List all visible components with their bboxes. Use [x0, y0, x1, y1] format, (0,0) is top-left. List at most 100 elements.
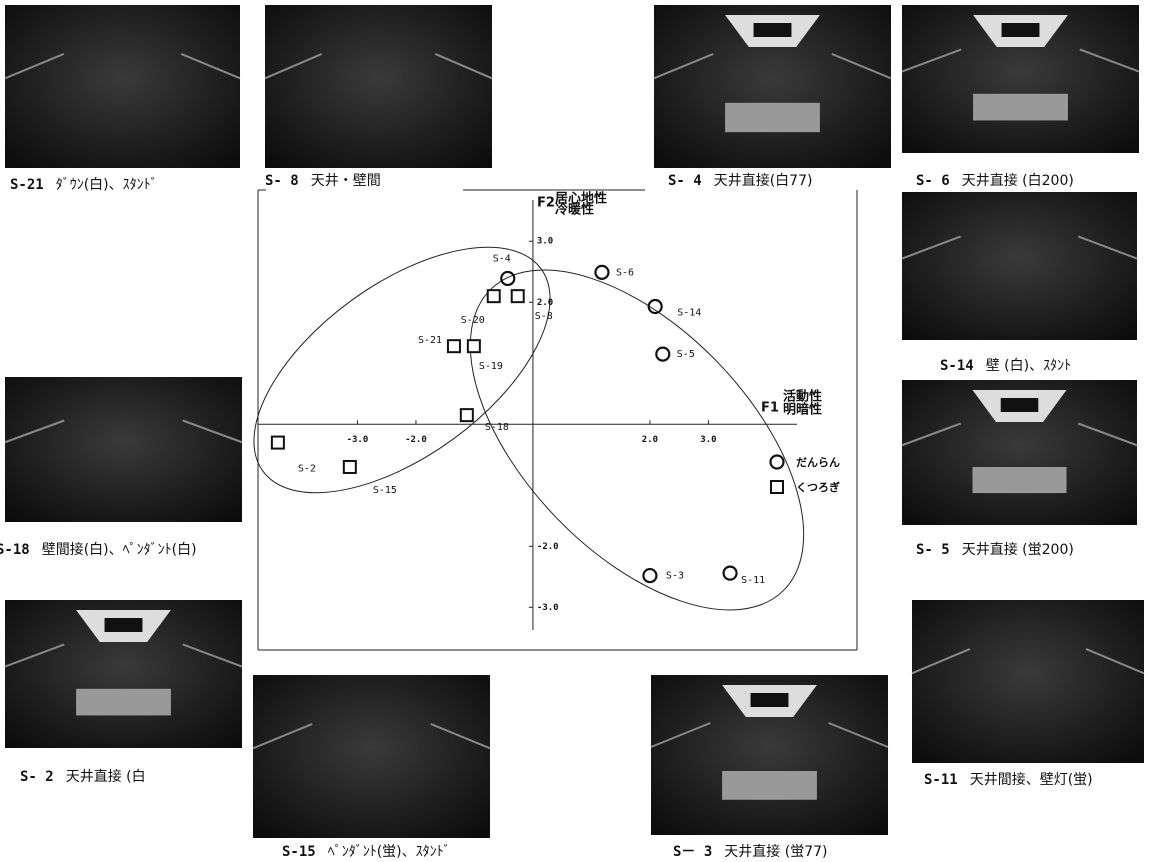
- point-label: S-18: [485, 422, 509, 433]
- point-label: S-5: [677, 349, 695, 360]
- photo-id: S- 5: [916, 542, 950, 558]
- photo-text: 天井直接 (白200): [962, 172, 1074, 189]
- photo-caption: S-15 ﾍﾟﾝﾀﾞﾝﾄ(蛍)、ｽﾀﾝﾄﾞ: [282, 844, 451, 860]
- photo-image: [253, 675, 490, 838]
- photo-caption: S- 8 天井・壁間: [265, 173, 381, 189]
- photo: S- 8 天井・壁間: [265, 5, 492, 189]
- x-tick-label: 3.0: [700, 435, 716, 445]
- photo-caption: S-18 壁間接(白)、ﾍﾟﾝﾀﾞﾝﾄ(白): [0, 541, 197, 558]
- photo-id: S- 8: [265, 173, 299, 189]
- sofa: [973, 467, 1067, 493]
- photo-image: [5, 377, 242, 522]
- photo: S- 6 天井直接 (白200): [902, 5, 1139, 189]
- photo-id: S-11: [924, 772, 958, 788]
- photo-text: 天井直接 (蛍200): [962, 541, 1074, 558]
- ceiling-hole: [1001, 398, 1039, 412]
- photo-text: 天井間接、壁灯(蛍): [970, 771, 1093, 788]
- ceiling-hole: [1002, 23, 1040, 37]
- photo-image: [912, 600, 1144, 763]
- photo-caption: S- 6 天井直接 (白200): [916, 172, 1074, 189]
- point-label: S-2: [298, 464, 316, 475]
- sofa: [76, 689, 171, 716]
- figure: S-21ﾀﾞｳﾝ(白)、ｽﾀﾝﾄﾞS- 8天井・壁間S- 4天井直接(白77)S…: [0, 0, 1157, 862]
- photo: S－ 3 天井直接 (蛍77): [651, 675, 888, 860]
- y-tick-label: 2.0: [537, 298, 553, 308]
- point: [724, 567, 737, 580]
- point: [512, 290, 524, 302]
- point-label: S-20: [461, 315, 485, 326]
- photo-image: [902, 192, 1137, 340]
- point-label: S-8: [535, 311, 553, 322]
- ceiling-hole: [105, 618, 143, 632]
- photo-text: ﾍﾟﾝﾀﾞﾝﾄ(蛍)、ｽﾀﾝﾄﾞ: [328, 844, 451, 860]
- point: [643, 569, 656, 582]
- point: [272, 437, 284, 449]
- photo: S-21 ﾀﾞｳﾝ(白)、ｽﾀﾝﾄﾞ: [5, 5, 240, 193]
- photo-text: 天井・壁間: [311, 173, 381, 189]
- point-label: S-14: [677, 308, 701, 319]
- photo-text: 天井直接 (蛍77): [724, 843, 827, 860]
- ceiling-hole: [751, 693, 789, 707]
- x-tick-label: -3.0: [347, 435, 369, 445]
- photo-id: S-15: [282, 844, 316, 860]
- photo-caption: S-14 壁 (白)、ｽﾀﾝﾄ: [940, 358, 1071, 374]
- photo-id: S-14: [940, 358, 974, 374]
- point: [656, 348, 669, 361]
- y-tick-label: 3.0: [537, 237, 553, 247]
- plot-frame: [258, 190, 857, 650]
- x-tick-label: 2.0: [642, 435, 658, 445]
- photo-caption: S－ 3 天井直接 (蛍77): [673, 843, 828, 860]
- point: [344, 461, 356, 473]
- photo-id: S-21: [10, 177, 44, 193]
- point-label: S-19: [479, 361, 503, 372]
- photo: S- 5 天井直接 (蛍200): [902, 380, 1137, 558]
- legend-label: だんらん: [796, 456, 840, 469]
- y-axis-sublabel: 冷暖性: [555, 202, 594, 218]
- x-axis-sublabel: 明暗性: [783, 402, 822, 418]
- photo: S-14 壁 (白)、ｽﾀﾝﾄ: [902, 192, 1137, 374]
- photo-text: 壁間接(白)、ﾍﾟﾝﾀﾞﾝﾄ(白): [42, 541, 197, 558]
- point: [448, 340, 460, 352]
- point-label: S-21: [418, 335, 442, 346]
- photo-id: S- 4: [668, 173, 702, 189]
- point-label: S-4: [493, 253, 511, 264]
- point-label: S-3: [666, 571, 684, 582]
- photo-caption: S- 5 天井直接 (蛍200): [916, 541, 1074, 558]
- point: [461, 409, 473, 421]
- photo-image: [265, 5, 492, 168]
- point-label: S-11: [741, 575, 765, 586]
- photo: S-11 天井間接、壁灯(蛍): [912, 600, 1144, 788]
- y-tick-label: -2.0: [537, 542, 559, 552]
- ceiling-hole: [754, 23, 792, 37]
- photo: S-18 壁間接(白)、ﾍﾟﾝﾀﾞﾝﾄ(白): [0, 377, 242, 558]
- photo-caption: S- 4 天井直接(白77): [668, 172, 812, 189]
- point: [468, 340, 480, 352]
- photo-text: 天井直接(白77): [714, 172, 813, 189]
- photo-caption: S-11 天井間接、壁灯(蛍): [924, 771, 1093, 788]
- point: [595, 266, 608, 279]
- point: [488, 290, 500, 302]
- point-label: S-6: [616, 267, 634, 278]
- point-label: S-15: [373, 485, 397, 496]
- photo: S- 4 天井直接(白77): [654, 5, 891, 189]
- photo-id: S- 6: [916, 173, 950, 189]
- legend-marker: [771, 481, 783, 493]
- photo-image: [5, 5, 240, 168]
- x-tick-label: -2.0: [405, 435, 427, 445]
- photo-caption: S-21 ﾀﾞｳﾝ(白)、ｽﾀﾝﾄﾞ: [10, 177, 158, 193]
- photo-id: S－ 3: [673, 844, 712, 860]
- photo-text: ﾀﾞｳﾝ(白)、ｽﾀﾝﾄﾞ: [56, 177, 158, 193]
- legend-marker: [771, 456, 784, 469]
- group-ellipses: [212, 199, 863, 669]
- photo: S-15 ﾍﾟﾝﾀﾞﾝﾄ(蛍)、ｽﾀﾝﾄﾞ: [253, 675, 490, 860]
- legend-label: くつろぎ: [796, 480, 840, 494]
- photo-text: 壁 (白)、ｽﾀﾝﾄ: [986, 358, 1071, 374]
- photo-id: S-18: [0, 542, 30, 558]
- y-tick-label: -3.0: [537, 603, 559, 613]
- sofa: [722, 771, 817, 800]
- photo-text: 天井直接 (白: [66, 768, 146, 785]
- point: [501, 272, 514, 285]
- sofa: [973, 94, 1068, 121]
